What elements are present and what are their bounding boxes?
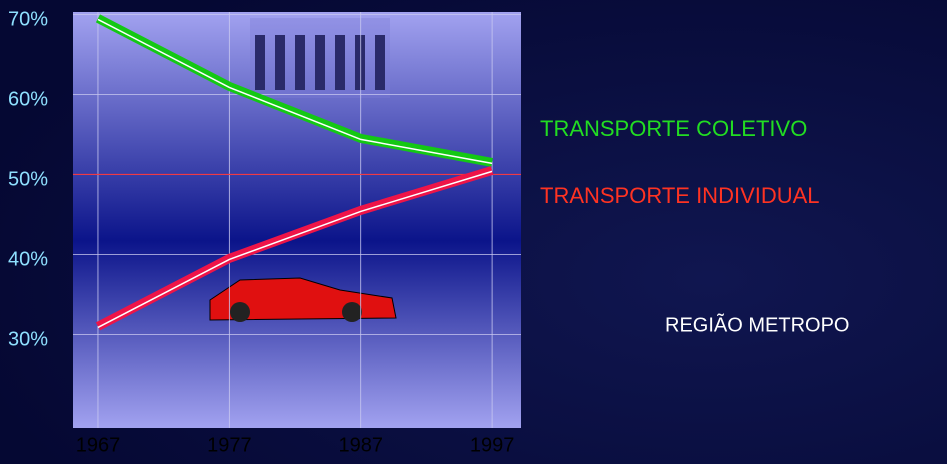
x-tick-label: 1997 — [470, 434, 515, 456]
y-tick-label: 30% — [8, 329, 48, 351]
slide: 30% 40% 50% 60% 70% 1967 1977 1987 1997 TRANSPORT… — [0, 0, 947, 464]
legend-label: TRANSPORTE INDIVIDUAL — [540, 183, 820, 208]
y-tick-label: 40% — [8, 249, 48, 271]
x-tick-label: 1967 — [76, 434, 121, 456]
x-tick-label: 1977 — [207, 434, 252, 456]
legend-label: TRANSPORTE COLETIVO — [540, 116, 807, 141]
y-tick-label: 70% — [8, 9, 48, 31]
x-tick-label: 1987 — [338, 434, 383, 456]
y-tick-label: 50% — [8, 169, 48, 191]
y-tick-label: 60% — [8, 89, 48, 111]
people-clipart — [250, 18, 390, 98]
annotation: REGIÃO METROPO — [665, 312, 849, 336]
